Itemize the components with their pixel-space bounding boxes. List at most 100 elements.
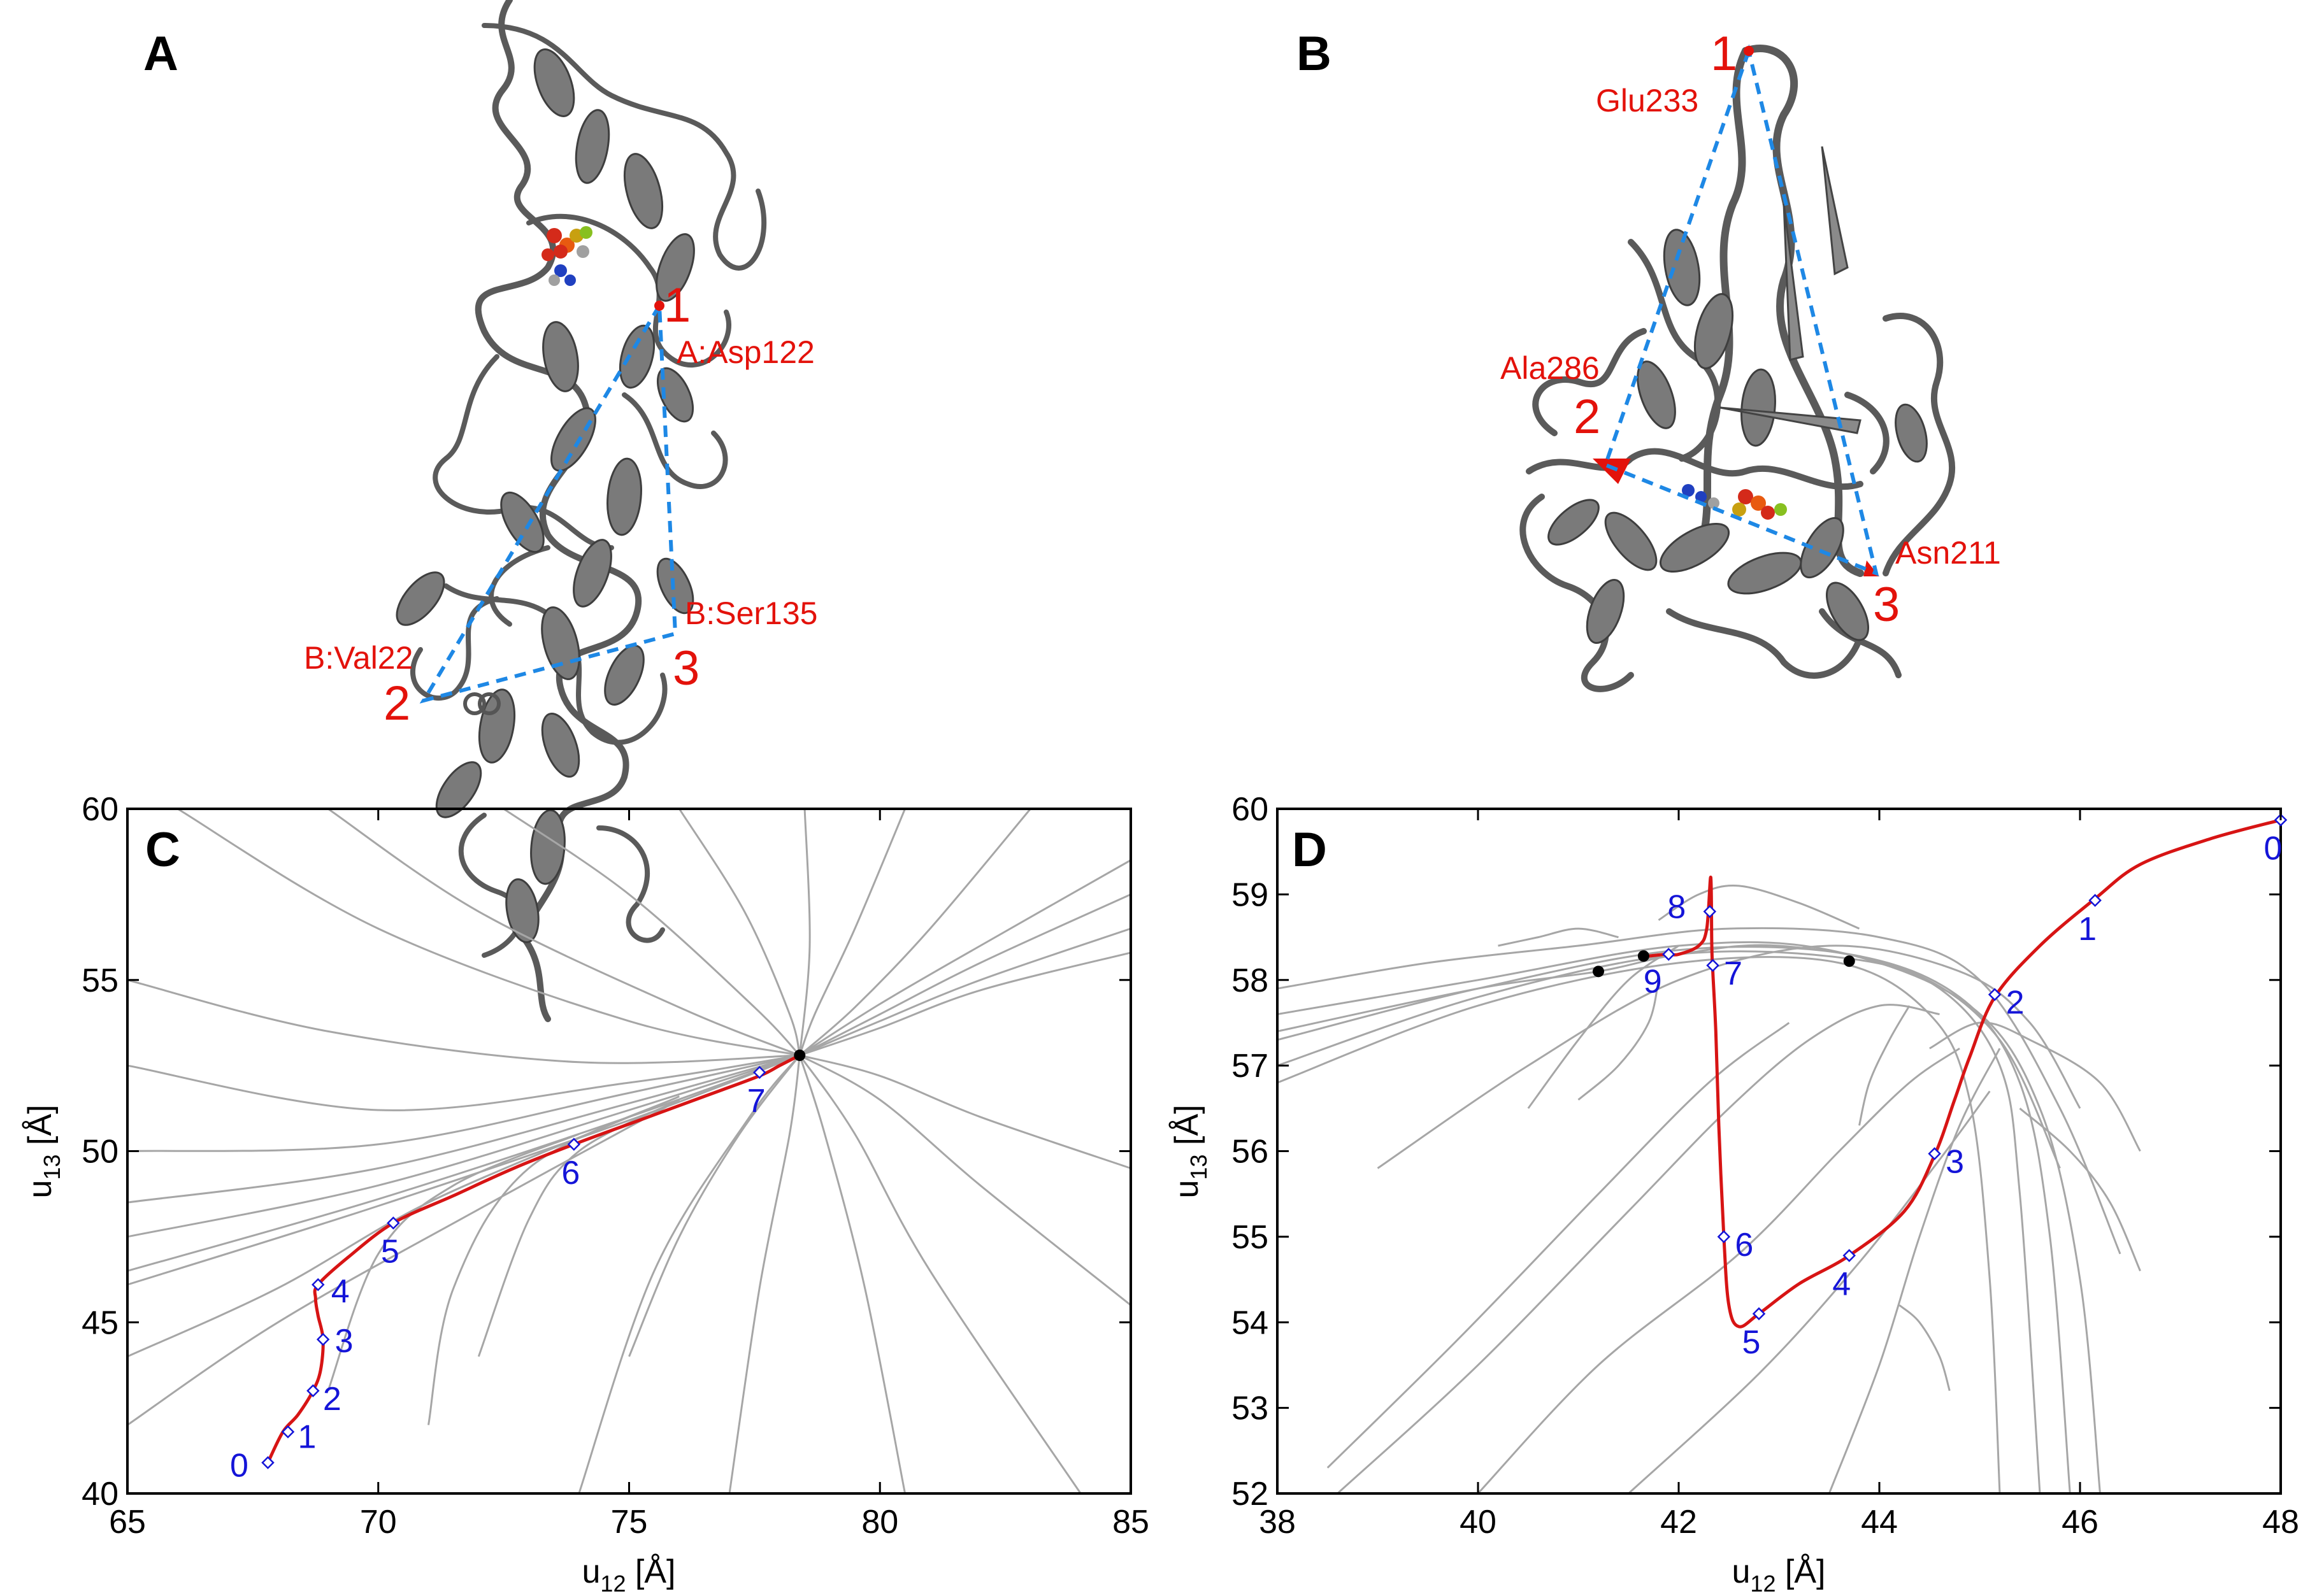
- background-trajectory-c-12: [799, 927, 1131, 1057]
- background-trajectory-c-5: [127, 1054, 800, 1111]
- trajectory-point-label-d-4: 4: [1832, 1265, 1851, 1302]
- x-tick-label-d-38: 38: [1259, 1504, 1296, 1541]
- background-trajectory-d-10: [1326, 1022, 1790, 1469]
- trajectory-point-label-c-1: 1: [298, 1418, 317, 1455]
- trajectory-marker-c-4: [311, 1278, 325, 1292]
- background-trajectory-d-17: [1498, 927, 1619, 947]
- x-axis-label-d: u12 [Å]: [1732, 1553, 1826, 1596]
- background-trajectory-c-27: [628, 1055, 801, 1357]
- trajectory-point-label-d-9: 9: [1644, 963, 1662, 1000]
- panel-d-letter: D: [1292, 823, 1327, 877]
- x-tick-label-c-65: 65: [109, 1504, 146, 1541]
- trajectory-marker-d-9: [1661, 948, 1675, 961]
- background-trajectory-c-6: [127, 979, 800, 1064]
- trajectory-marker-c-5: [387, 1216, 400, 1230]
- background-trajectory-d-8: [1477, 1047, 1960, 1493]
- trajectory-marker-c-2: [306, 1384, 320, 1398]
- background-trajectory-c-28: [127, 1116, 630, 1358]
- residue-b-1-name: Glu233: [1596, 83, 1698, 118]
- background-trajectory-d-19: [1898, 1304, 1951, 1392]
- trajectory-point-label-c-4: 4: [331, 1273, 350, 1310]
- ligand-b: [1593, 459, 1879, 576]
- y-axis-label-c: u13 [Å]: [22, 1105, 65, 1199]
- axes-c: 0 12 3 45 6 7 65 70 75 80 85 40 45 50 55 60: [82, 791, 1149, 1541]
- background-trajectory-c-7: [177, 809, 800, 1057]
- residue-b-2-number: 2: [1574, 390, 1600, 444]
- x-axis-label-c-unit: [Å]: [626, 1553, 675, 1590]
- y-tick-label-c-60: 60: [82, 791, 118, 828]
- trajectory-point-label-c-5: 5: [381, 1233, 399, 1270]
- residue-b-1-number: 1: [1711, 27, 1737, 81]
- background-trajectory-c-13: [799, 894, 1131, 1057]
- background-trajectories-c: [127, 809, 1131, 1493]
- y-tick-label-d-53: 53: [1231, 1390, 1268, 1427]
- equilibrium-point-c-0: [794, 1050, 806, 1061]
- y-tick-label-d-57: 57: [1231, 1048, 1268, 1085]
- residue-a-1-number: 1: [664, 278, 691, 332]
- background-trajectory-d-18: [1858, 1005, 1911, 1126]
- trajectory-marker-d-5: [1752, 1307, 1766, 1321]
- background-trajectory-d-4: [1277, 944, 2061, 1169]
- y-tick-label-c-50: 50: [82, 1134, 118, 1171]
- x-tick-label-d-48: 48: [2262, 1504, 2299, 1541]
- background-trajectory-d-0: [1277, 950, 2041, 1493]
- protein-structure-a: [396, 0, 767, 1022]
- x-tick-label-c-80: 80: [861, 1504, 898, 1541]
- x-axis-label-c-main: u: [582, 1553, 601, 1590]
- background-trajectory-c-14: [799, 859, 1131, 1057]
- background-trajectory-d-9: [1628, 1090, 1991, 1493]
- y-tick-label-d-52: 52: [1231, 1476, 1268, 1513]
- background-trajectory-d-11: [1828, 1048, 2001, 1493]
- y-axis-label-d: u13 [Å]: [1168, 1105, 1212, 1199]
- trajectory-point-label-d-2: 2: [2006, 985, 2025, 1022]
- x-tick-label-d-42: 42: [1660, 1504, 1697, 1541]
- trajectory-point-label-d-3: 3: [1946, 1144, 1964, 1181]
- background-trajectory-d-15: [2019, 1108, 2141, 1272]
- trajectory-marker-d-2: [1988, 988, 2002, 1001]
- panel-c-letter: C: [145, 823, 180, 877]
- residue-a-1-marker: [654, 301, 664, 311]
- trajectory-point-label-d-5: 5: [1742, 1324, 1761, 1361]
- residue-b-3-name: Asn211: [1895, 535, 2001, 571]
- y-tick-label-c-40: 40: [82, 1476, 118, 1513]
- trajectory-point-label-c-3: 3: [335, 1323, 354, 1360]
- x-tick-label-d-46: 46: [2062, 1504, 2098, 1541]
- background-trajectory-c-10: [678, 809, 801, 1056]
- y-tick-label-d-59: 59: [1231, 876, 1268, 913]
- plot-frame-d: [1276, 808, 2282, 1495]
- x-axis-label-c-sub: 12: [600, 1571, 626, 1596]
- y-axis-label-d-main: u: [1168, 1180, 1205, 1199]
- ligand-a: [542, 226, 592, 286]
- y-axis-label-c-unit: [Å]: [22, 1105, 59, 1155]
- background-trajectory-d-5: [1277, 927, 2121, 1255]
- equilibrium-point-d-2: [1843, 955, 1855, 967]
- background-trajectory-c-23: [578, 1055, 801, 1493]
- background-trajectory-d-2: [1277, 941, 2101, 1493]
- trajectory-point-label-c-7: 7: [747, 1083, 766, 1120]
- background-trajectory-d-6: [1377, 944, 2081, 1169]
- background-trajectories-d: [1277, 884, 2141, 1493]
- panel-a-letter: A: [143, 27, 178, 81]
- residue-a-3-number: 3: [673, 641, 699, 695]
- y-tick-label-c-55: 55: [82, 962, 118, 999]
- x-tick-label-d-40: 40: [1460, 1504, 1496, 1541]
- y-axis-label-c-main: u: [22, 1180, 59, 1199]
- background-trajectory-d-12: [1527, 944, 1679, 1109]
- background-trajectory-c-4: [127, 1054, 800, 1152]
- background-trajectory-d-16: [1577, 980, 1660, 1101]
- background-trajectory-c-16: [799, 809, 1031, 1057]
- trajectory-marker-c-1: [281, 1425, 295, 1439]
- panel-b-letter: B: [1296, 27, 1331, 81]
- trajectory-point-label-d-1: 1: [2078, 911, 2097, 948]
- background-trajectory-c-9: [503, 809, 801, 1057]
- main-trajectory-c: [266, 1050, 806, 1464]
- panel-b: B: [1296, 27, 2001, 692]
- x-tick-label-c-85: 85: [1112, 1504, 1149, 1541]
- trajectory-marker-c-7: [752, 1065, 766, 1079]
- residue-a-2-number: 2: [384, 676, 410, 730]
- distance-triangle-b: [1603, 44, 1879, 576]
